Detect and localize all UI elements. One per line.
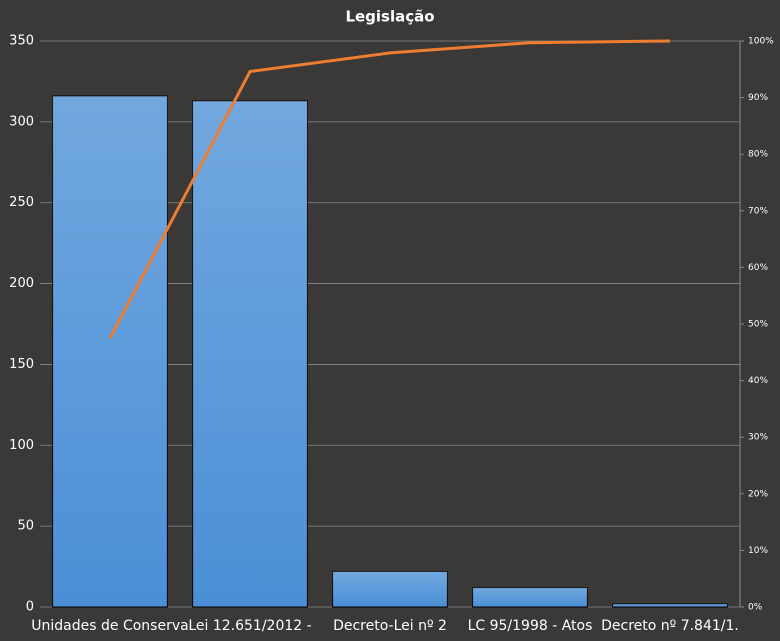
bar-shine — [472, 587, 588, 607]
bar-shine — [612, 603, 728, 607]
y2-tick-label: 40% — [748, 376, 768, 386]
bar-shine — [52, 95, 168, 608]
y-tick-label: 150 — [9, 357, 34, 372]
y-tick-label: 250 — [9, 195, 34, 210]
bar-shine — [332, 571, 448, 607]
y-tick-label: 100 — [9, 438, 34, 453]
y2-tick-label: 50% — [748, 320, 768, 330]
y-tick-label: 300 — [9, 114, 34, 129]
chart-title: Legislação — [345, 8, 434, 26]
x-tick-label: Unidades de Conserva — [31, 618, 188, 634]
y-tick-label: 50 — [17, 519, 34, 534]
y-tick-label: 0 — [26, 600, 34, 615]
x-tick-label: Decreto-Lei nº 2 — [333, 618, 447, 634]
y2-tick-label: 100% — [748, 37, 774, 47]
x-tick-label: Decreto nº 7.841/1. — [601, 618, 739, 634]
y-tick-label: 350 — [9, 34, 34, 49]
y2-tick-label: 20% — [748, 489, 768, 499]
x-tick-label: Lei 12.651/2012 - — [188, 618, 311, 634]
y2-tick-label: 70% — [748, 206, 768, 216]
y2-tick-label: 0% — [748, 603, 763, 613]
y2-tick-label: 90% — [748, 93, 768, 103]
bar-shine — [192, 100, 308, 607]
y-tick-label: 200 — [9, 276, 34, 291]
y2-tick-label: 10% — [748, 546, 768, 556]
line — [108, 39, 671, 339]
y2-tick-label: 60% — [748, 263, 768, 273]
y2-tick-label: 80% — [748, 150, 768, 160]
x-tick-label: LC 95/1998 - Atos — [468, 618, 593, 634]
y2-tick-label: 30% — [748, 433, 768, 443]
